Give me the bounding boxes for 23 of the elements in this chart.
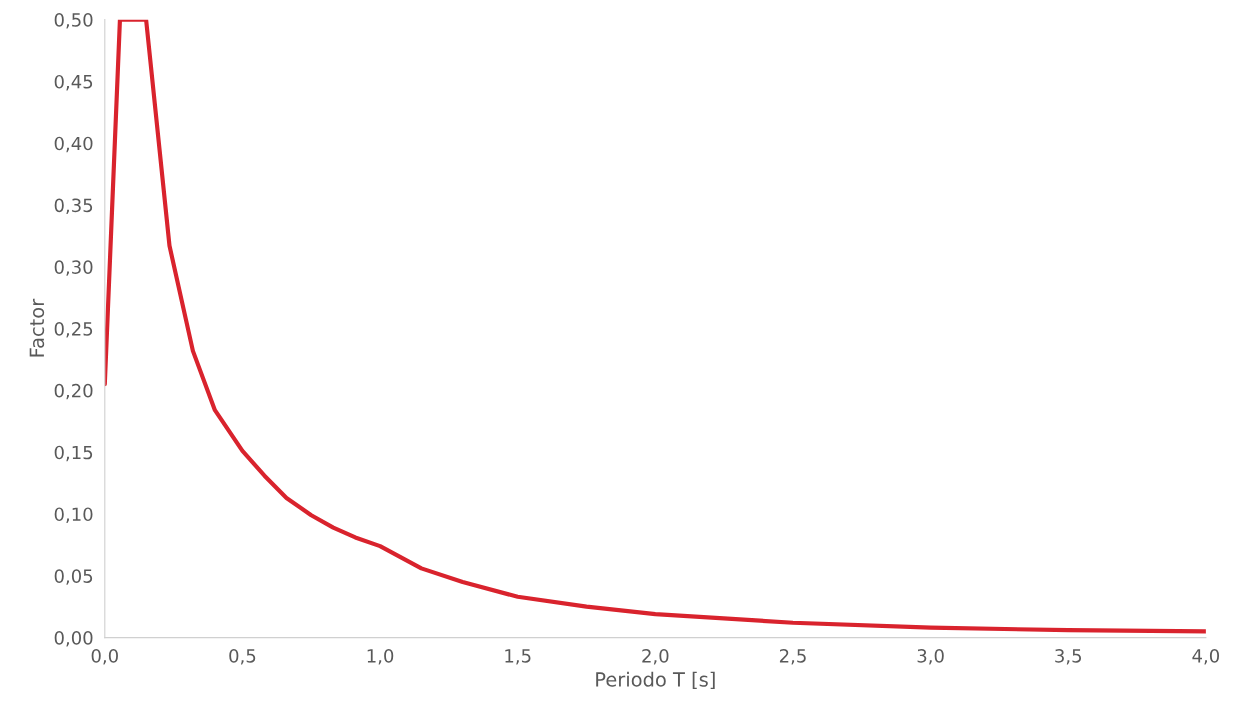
x-tick-label: 0,0 <box>91 649 118 665</box>
y-tick-label: 0,00 <box>54 631 93 647</box>
y-tick-label: 0,35 <box>54 198 93 214</box>
y-tick-label: 0,15 <box>54 445 93 462</box>
x-tick-label: 0,5 <box>229 649 256 665</box>
x-tick-label: 1,5 <box>505 649 531 665</box>
x-tick-label: 3,5 <box>1055 649 1082 665</box>
x-tick-label: 1,0 <box>367 649 394 665</box>
x-tick-label: 2,5 <box>779 649 806 665</box>
y-tick-label: 0,20 <box>54 383 93 400</box>
y-tick-label: 0,25 <box>54 322 93 338</box>
y-tick-label: 0,50 <box>54 13 93 29</box>
y-tick-label: 0,45 <box>54 74 93 91</box>
y-tick-label: 0,30 <box>54 260 93 276</box>
x-tick-label: 4,0 <box>1192 649 1220 665</box>
y-axis-title: Factor <box>29 298 45 357</box>
x-axis-title: Periodo T [s] <box>596 671 715 690</box>
y-tick-label: 0,40 <box>54 136 93 153</box>
x-tick-label: 3,0 <box>917 649 944 665</box>
y-tick-label: 0,10 <box>54 507 93 523</box>
y-tick-label: 0,05 <box>54 569 93 585</box>
x-tick-label: 2,0 <box>642 649 669 665</box>
line-series <box>104 19 1206 634</box>
